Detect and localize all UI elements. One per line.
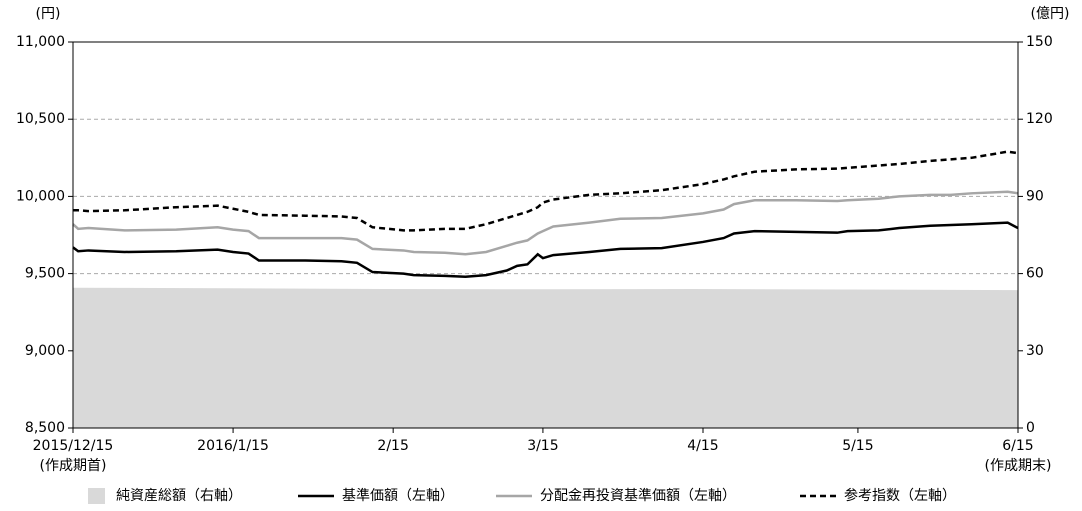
line	[72, 190, 1019, 256]
y-axis-label: (円)	[36, 6, 61, 22]
x-tick-label: 2/15	[377, 438, 408, 454]
y2-tick-label: 0	[1026, 420, 1035, 436]
y2-tick-label: 60	[1026, 266, 1044, 282]
legend-label: 分配金再投資基準価額（左軸）	[540, 487, 736, 504]
start-note: (作成期首)	[40, 458, 107, 474]
line	[73, 150, 1019, 232]
y-tick-label: 9,500	[25, 266, 65, 282]
line	[72, 221, 1019, 278]
plot-frame	[72, 41, 1019, 429]
y-tick-label: 10,000	[16, 188, 65, 204]
legend-label: 参考指数（左軸）	[844, 487, 956, 504]
legend-label: 純資産総額（右軸）	[116, 488, 242, 504]
area	[73, 287, 1018, 428]
y-tick-label: 11,000	[16, 34, 65, 50]
y2-tick-label: 30	[1026, 343, 1044, 359]
y2-tick-label: 120	[1026, 111, 1053, 127]
x-tick-label: 2016/1/15	[197, 438, 269, 454]
y-tick-label: 9,000	[25, 343, 65, 359]
y2-tick-label: 90	[1026, 188, 1044, 204]
y-tick-label: 10,500	[16, 111, 65, 127]
x-tick-label: 6/15	[1002, 438, 1033, 454]
x-tick-label: 5/15	[842, 438, 873, 454]
x-tick-label: 2015/12/15	[33, 438, 114, 454]
end-note: (作成期末)	[985, 458, 1052, 474]
y-tick-label: 8,500	[25, 420, 65, 436]
y2-tick-label: 150	[1026, 34, 1053, 50]
x-tick-label: 4/15	[687, 438, 718, 454]
y2-axis-label: (億円)	[1031, 6, 1070, 22]
x-tick-label: 3/15	[527, 438, 558, 454]
legend-swatch	[88, 488, 105, 504]
legend-label: 基準価額（左軸）	[342, 487, 454, 504]
